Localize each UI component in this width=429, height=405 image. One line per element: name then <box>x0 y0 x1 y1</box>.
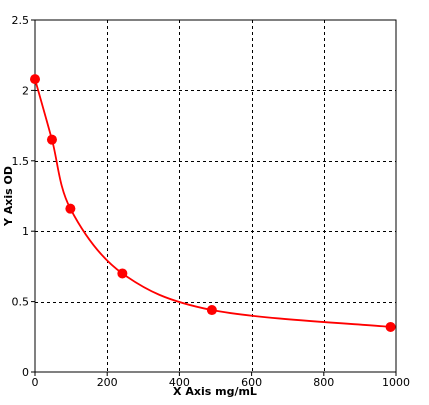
y-tick-label: 1 <box>22 225 29 238</box>
plot-frame <box>34 19 397 373</box>
plot-area <box>35 20 396 372</box>
y-tick-label: 2.5 <box>12 14 30 27</box>
y-tick-label: 0 <box>22 366 29 379</box>
y-axis-title: Y Axis OD <box>2 166 15 227</box>
ticks: 0 200 400 600 800 1000 0 0.5 1 1.5 2 2.5 <box>12 14 411 389</box>
data-point <box>206 305 217 316</box>
y-tick-label: 1.5 <box>12 155 30 168</box>
x-tick-label: 0 <box>32 376 39 389</box>
data-point <box>117 268 128 279</box>
x-axis-title: X Axis mg/mL <box>173 385 257 398</box>
y-tick-label: 2 <box>22 84 29 97</box>
data-point <box>30 74 40 85</box>
x-tick-label: 1000 <box>382 376 410 389</box>
x-tick-label: 400 <box>169 376 190 389</box>
series <box>30 74 396 332</box>
x-tick-label: 200 <box>97 376 118 389</box>
x-tick-label: 800 <box>313 376 334 389</box>
x-tick-label: 600 <box>241 376 262 389</box>
data-point <box>385 321 396 332</box>
data-point <box>65 203 76 214</box>
y-tick-label: 0.5 <box>12 296 30 309</box>
grid <box>35 20 396 372</box>
data-point <box>46 134 57 145</box>
